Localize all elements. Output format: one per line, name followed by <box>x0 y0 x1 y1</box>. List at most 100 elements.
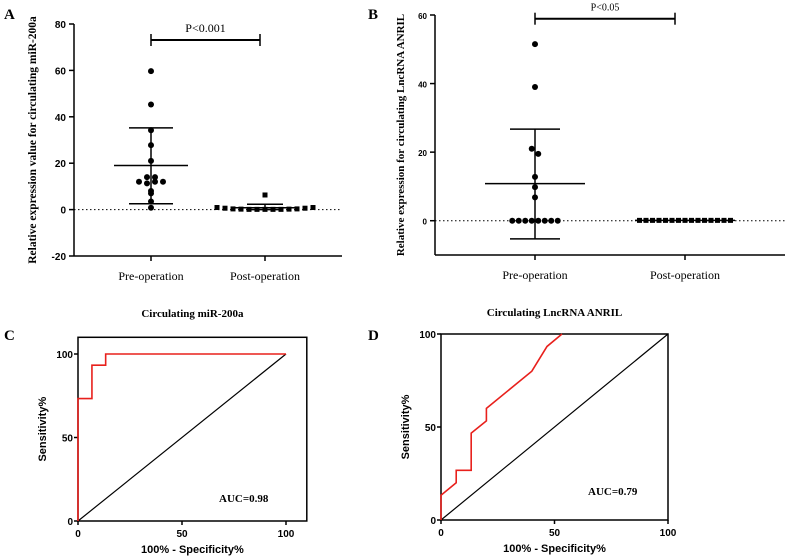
series-post-operation <box>635 217 735 223</box>
data-point <box>160 178 166 185</box>
panel-a: -20 0 20 40 60 80 Pre-operation Post-operation R… <box>27 16 342 283</box>
data-point <box>515 217 522 224</box>
data-point <box>663 217 668 223</box>
y-tick-label: 60 <box>418 12 427 21</box>
data-point <box>676 217 681 223</box>
data-point <box>669 217 675 223</box>
panel-label-d: D <box>368 328 379 344</box>
data-point <box>702 217 707 223</box>
data-point <box>532 194 538 201</box>
y-tick-label: 0 <box>430 516 436 527</box>
data-point <box>643 217 649 223</box>
data-point <box>310 205 316 211</box>
data-point <box>238 206 244 212</box>
panel-c: 0 50 100 0 50 100 100% - Specificity% Sensitivi… <box>37 308 308 556</box>
reference-line <box>440 333 669 521</box>
data-point <box>148 127 154 134</box>
data-point <box>148 101 154 108</box>
p-value-annotation: P<0.001 <box>185 21 225 35</box>
data-point <box>148 198 154 205</box>
x-tick-label: 0 <box>438 528 444 539</box>
data-point <box>136 178 142 185</box>
x-tick-label: 50 <box>549 528 561 539</box>
roc-curve <box>77 353 286 521</box>
data-point <box>532 184 538 191</box>
data-point <box>246 206 252 212</box>
data-point <box>554 217 561 224</box>
y-tick-label: 0 <box>60 206 66 217</box>
y-axis-label: Sensitivity% <box>37 397 49 462</box>
data-point <box>728 217 733 223</box>
chart-title: Circulating miR-200a <box>141 308 244 320</box>
y-tick-label: 50 <box>425 423 437 434</box>
data-point <box>541 217 548 224</box>
data-point <box>535 217 542 224</box>
data-point <box>254 206 260 212</box>
data-point <box>682 217 688 223</box>
data-point <box>650 217 655 223</box>
data-point <box>294 206 300 212</box>
x-tick-label: Post-operation <box>650 268 720 282</box>
x-tick-label: 50 <box>176 529 188 540</box>
y-tick-label: 80 <box>55 20 67 31</box>
panel-label-a: A <box>4 7 15 23</box>
auc-annotation: AUC=0.98 <box>219 493 269 505</box>
data-point <box>152 174 158 181</box>
roc-curve <box>440 333 563 520</box>
data-point <box>278 206 284 212</box>
data-point <box>656 217 662 223</box>
data-point <box>152 178 158 185</box>
y-axis-label: Relative expression for circulating LncR… <box>395 14 407 256</box>
auc-annotation: AUC=0.79 <box>588 486 638 498</box>
data-point <box>286 206 292 212</box>
p-value-annotation: P<0.05 <box>591 3 620 14</box>
data-point <box>222 205 228 211</box>
y-tick-label: -20 <box>52 252 67 263</box>
data-point <box>270 206 276 212</box>
chart-title: Circulating LncRNA ANRIL <box>487 307 622 319</box>
data-point <box>302 205 308 211</box>
y-tick-label: 40 <box>418 81 427 90</box>
y-axis-label: Sensitivity% <box>400 394 412 459</box>
data-point <box>144 180 150 187</box>
data-point <box>148 68 154 75</box>
series-post-operation <box>214 192 316 212</box>
panel-label-c: C <box>4 328 15 344</box>
data-point <box>528 217 535 224</box>
data-point <box>708 217 714 223</box>
data-point <box>721 217 727 223</box>
x-axis-label: 100% - Specificity% <box>503 543 606 555</box>
y-tick-label: 50 <box>62 434 74 445</box>
series-pre-operation <box>114 68 188 211</box>
x-tick-label: 100 <box>278 529 295 540</box>
data-point <box>528 145 535 152</box>
y-tick-label: 0 <box>67 517 73 528</box>
panel-label-b: B <box>368 7 378 23</box>
x-tick-label: 100 <box>660 528 677 539</box>
y-tick-label: 40 <box>55 113 67 124</box>
panel-d: 0 50 100 0 50 100 100% - Specificity% Sensitivi… <box>400 307 677 555</box>
data-point <box>262 192 268 198</box>
y-tick-label: 0 <box>423 218 428 227</box>
data-point <box>522 217 529 224</box>
y-tick-label: 100 <box>419 330 436 341</box>
data-point <box>637 217 642 223</box>
x-tick-label: Post-operation <box>230 269 300 283</box>
panel-b: 0 20 40 60 Pre-operation Post-operation Relati… <box>395 3 785 282</box>
data-point <box>230 206 236 212</box>
x-axis-label: 100% - Specificity% <box>141 544 244 556</box>
data-point <box>695 217 701 223</box>
data-point <box>509 217 516 224</box>
data-point <box>532 84 538 90</box>
x-tick-label: Pre-operation <box>118 269 183 283</box>
y-tick-label: 60 <box>55 66 67 77</box>
data-point <box>148 157 154 164</box>
data-point <box>532 173 538 180</box>
data-point <box>148 142 154 149</box>
x-tick-label: Pre-operation <box>502 268 567 282</box>
x-tick-label: 0 <box>75 529 81 540</box>
data-point <box>148 188 154 195</box>
y-axis-label: Relative expression value for circulatin… <box>27 16 39 264</box>
reference-line <box>77 353 287 522</box>
y-tick-label: 100 <box>56 350 73 361</box>
